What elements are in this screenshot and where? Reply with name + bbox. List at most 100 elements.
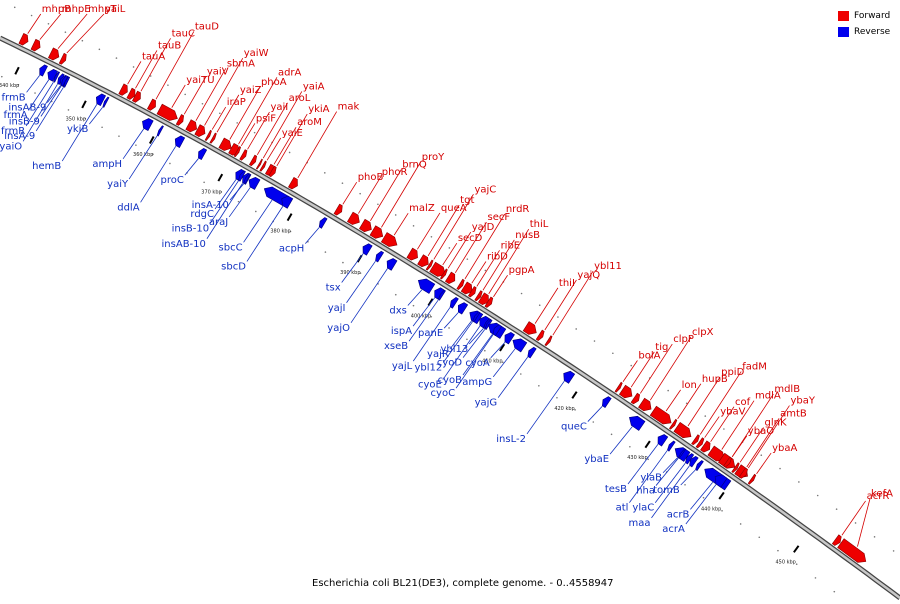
gene-leader bbox=[228, 187, 251, 218]
gene-label-thil: thiL bbox=[530, 219, 549, 230]
gene-leader bbox=[297, 111, 338, 179]
forward-swatch bbox=[838, 11, 849, 21]
gene-leader bbox=[442, 321, 473, 363]
gene-leader bbox=[28, 79, 50, 111]
major-tick bbox=[217, 173, 224, 182]
gene-leader bbox=[243, 199, 273, 243]
tick-label: 440 kbp bbox=[701, 506, 721, 512]
gene-label-thii: thiI bbox=[559, 278, 575, 289]
gene-label-insab-10: insAB-10 bbox=[162, 239, 206, 250]
gene-label-frma: frmA bbox=[4, 110, 28, 121]
gene-leader bbox=[447, 231, 472, 269]
gene-leader bbox=[370, 169, 402, 221]
gene-arrow-yajl bbox=[449, 297, 459, 309]
gene-leader bbox=[534, 287, 559, 324]
minor-tick bbox=[647, 458, 649, 461]
major-tick bbox=[793, 545, 800, 553]
gene-label-mak: mak bbox=[338, 102, 360, 113]
minor-tick bbox=[520, 292, 523, 295]
gene-label-ispa: ispA bbox=[391, 326, 412, 337]
tick-label: 390 kbp bbox=[340, 270, 360, 276]
gene-label-arol: aroL bbox=[289, 93, 311, 104]
minor-tick bbox=[237, 200, 240, 203]
axis-line bbox=[0, 36, 900, 599]
gene-label-acrb: acrB bbox=[667, 509, 690, 520]
genome-caption: Escherichia coli BL21(DE3), complete gen… bbox=[312, 578, 614, 589]
minor-tick bbox=[135, 144, 137, 146]
gene-arrow-yaiw bbox=[194, 124, 206, 137]
gene-leader bbox=[639, 343, 673, 394]
gene-leader bbox=[655, 457, 679, 486]
gene-label-quec: queC bbox=[561, 422, 587, 433]
gene-label-pgpa: pgpA bbox=[509, 265, 535, 276]
gene-label-taud: tauD bbox=[195, 21, 219, 32]
minor-tick bbox=[255, 210, 257, 213]
gene-label-nrdr: nrdR bbox=[506, 204, 530, 215]
minor-tick bbox=[538, 304, 541, 307]
gene-arrow-secd bbox=[429, 261, 446, 277]
gene-leader bbox=[627, 443, 659, 485]
gene-label-yaiy: yaiY bbox=[107, 179, 129, 190]
gene-leader bbox=[128, 135, 158, 180]
gene-leader bbox=[544, 279, 577, 331]
gene-label-insab-9: insAB-9 bbox=[8, 103, 46, 114]
gene-arrow-yaiy bbox=[156, 125, 164, 137]
gene-arrow-secf bbox=[444, 271, 456, 284]
gene-leader bbox=[622, 360, 638, 382]
gene-arrow-mdlb bbox=[717, 452, 736, 469]
gene-label-clpp: clpP bbox=[673, 334, 694, 345]
gene-arrow-tig bbox=[618, 384, 633, 399]
gene-arrow-thil bbox=[477, 292, 489, 306]
minor-tick bbox=[289, 230, 292, 233]
gene-label-rdgc: rdgC bbox=[190, 209, 214, 220]
gene-arrow-glnk bbox=[731, 462, 740, 473]
gene-arrow-phor bbox=[346, 211, 360, 225]
gene-label-pane: panE bbox=[418, 328, 443, 339]
gene-arrow-nusb bbox=[474, 290, 483, 302]
minor-tick bbox=[816, 494, 819, 497]
gene-leader bbox=[155, 31, 195, 100]
gene-leader bbox=[127, 61, 142, 85]
minor-tick bbox=[394, 214, 397, 216]
minor-tick bbox=[67, 109, 70, 111]
gene-label-yaji: yajI bbox=[328, 303, 346, 314]
minor-tick bbox=[253, 131, 256, 134]
gene-label-cyoe: cyoE bbox=[418, 380, 442, 391]
gene-arrow-xseb bbox=[438, 289, 446, 301]
tick-label: 410 kbp bbox=[482, 359, 502, 365]
gene-arrow-mak bbox=[287, 176, 298, 190]
gene-leader bbox=[629, 450, 668, 503]
gene-leader bbox=[731, 435, 748, 458]
gene-leader bbox=[710, 406, 735, 442]
gene-leader bbox=[216, 94, 240, 133]
gene-label-ykia: ykiA bbox=[308, 104, 329, 115]
gene-arrow-insa-10 bbox=[243, 173, 251, 185]
gene-leader bbox=[25, 81, 54, 127]
gene-arrow-ddla bbox=[174, 135, 186, 149]
gene-label-ybl11: ybl11 bbox=[594, 261, 622, 272]
gene-label-insa-9: insA-9 bbox=[4, 131, 35, 142]
gene-arrow-hha bbox=[678, 448, 687, 459]
tick-label: 350 kbp bbox=[66, 116, 86, 122]
minor-tick bbox=[341, 182, 344, 184]
minor-tick bbox=[149, 75, 152, 77]
gene-arrow-fadm bbox=[691, 434, 700, 446]
gene-arrow-sbma bbox=[185, 119, 198, 133]
minor-tick bbox=[574, 409, 576, 411]
gene-leader bbox=[214, 179, 237, 210]
gene-arrow-yajg bbox=[527, 346, 537, 359]
gene-features bbox=[18, 32, 867, 563]
tick-label: 430 kbp bbox=[627, 455, 647, 461]
gene-leader bbox=[47, 85, 61, 103]
minor-tick bbox=[835, 508, 838, 510]
minor-tick bbox=[466, 338, 468, 341]
gene-arrow-ppid bbox=[673, 421, 692, 439]
legend: Forward Reverse bbox=[838, 8, 890, 40]
gene-arrow-phob bbox=[333, 203, 343, 216]
gene-leader bbox=[471, 261, 487, 284]
gene-leader bbox=[122, 128, 145, 160]
gene-label-ddla: ddlA bbox=[117, 202, 139, 213]
gene-label-hemb: hemB bbox=[32, 161, 61, 172]
gene-arrow-taud bbox=[146, 98, 156, 111]
